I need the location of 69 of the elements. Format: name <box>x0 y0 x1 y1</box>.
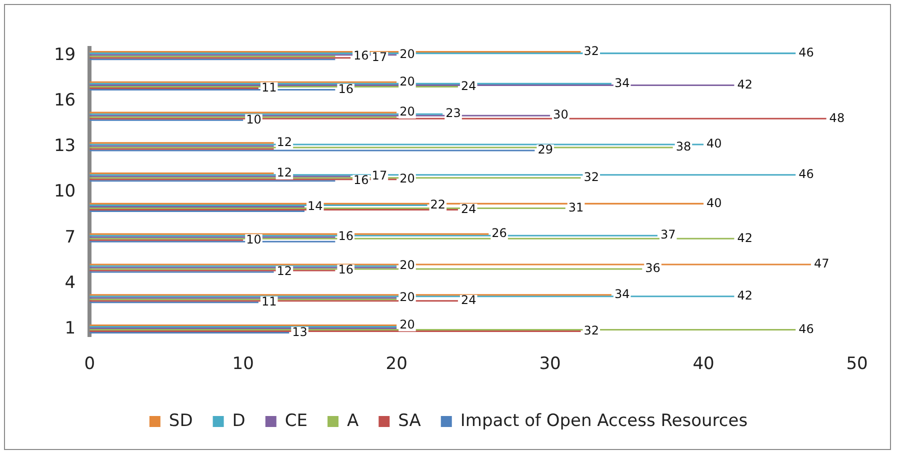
x-tick-label: 0 <box>84 354 96 374</box>
data-label: 47 <box>814 256 830 271</box>
legend-label: Impact of Open Access Resources <box>460 410 748 431</box>
data-label: 12 <box>276 264 292 278</box>
data-label: 30 <box>553 108 568 122</box>
x-tick-label: 30 <box>539 354 561 374</box>
legend-label: SD <box>168 410 193 431</box>
data-label: 14 <box>307 198 323 213</box>
data-label: 12 <box>276 165 292 180</box>
data-label: 40 <box>706 136 722 151</box>
data-label: 34 <box>614 76 630 90</box>
data-label: 17 <box>372 168 388 182</box>
y-tick-label: 13 <box>54 136 76 156</box>
legend-label: A <box>347 410 359 431</box>
data-label: 16 <box>354 173 369 188</box>
data-label: 32 <box>584 170 600 184</box>
data-label: 20 <box>400 290 415 304</box>
legend-label: D <box>232 410 246 431</box>
data-label: 24 <box>460 78 476 93</box>
legend-label: CE <box>284 410 308 431</box>
data-label: 46 <box>798 322 814 336</box>
data-label: 17 <box>372 50 388 64</box>
x-tick-label: 10 <box>232 354 254 374</box>
data-label: 42 <box>737 77 752 92</box>
data-label: 37 <box>660 228 676 242</box>
y-tick-label: 19 <box>54 45 76 66</box>
y-tick-label: 4 <box>64 272 76 293</box>
data-label: 20 <box>400 172 415 186</box>
data-label: 11 <box>261 80 277 94</box>
data-label: 16 <box>338 262 354 277</box>
data-label: 48 <box>829 110 845 125</box>
data-label: 11 <box>261 294 277 309</box>
data-label: 16 <box>354 48 369 62</box>
data-label: 46 <box>798 166 814 181</box>
data-label: 20 <box>400 104 415 119</box>
data-label: 32 <box>584 44 600 58</box>
data-label: 36 <box>645 261 660 276</box>
data-label: 10 <box>246 232 262 246</box>
data-label: 20 <box>400 317 415 332</box>
data-label: 46 <box>798 45 814 60</box>
legend-label: SA <box>398 410 422 431</box>
y-tick-label: 1 <box>64 318 76 338</box>
data-label: 29 <box>538 142 553 157</box>
data-label: 24 <box>460 293 476 308</box>
y-tick-label: 16 <box>54 90 76 111</box>
data-label: 13 <box>292 324 308 339</box>
x-tick-label: 20 <box>386 354 408 374</box>
x-tick-label: 50 <box>846 354 868 374</box>
data-label: 16 <box>338 229 354 244</box>
data-label: 31 <box>568 200 584 214</box>
data-label: 42 <box>737 288 752 302</box>
y-tick-label: 10 <box>54 182 76 202</box>
data-label: 12 <box>276 135 292 150</box>
data-label: 16 <box>338 82 354 96</box>
data-label: 40 <box>706 196 722 210</box>
data-label: 22 <box>430 197 446 212</box>
data-label: 23 <box>446 106 461 120</box>
data-label: 34 <box>614 286 630 301</box>
data-label: 38 <box>676 140 692 154</box>
data-label: 42 <box>737 230 752 245</box>
data-label: 20 <box>400 46 415 61</box>
data-label: 20 <box>400 258 415 272</box>
data-label: 32 <box>584 323 600 338</box>
y-tick-label: 7 <box>64 227 76 248</box>
data-label: 24 <box>460 202 476 216</box>
x-tick-label: 40 <box>692 354 714 374</box>
data-label: 26 <box>492 226 507 240</box>
data-label: 10 <box>246 112 262 126</box>
data-label: 20 <box>400 74 415 88</box>
